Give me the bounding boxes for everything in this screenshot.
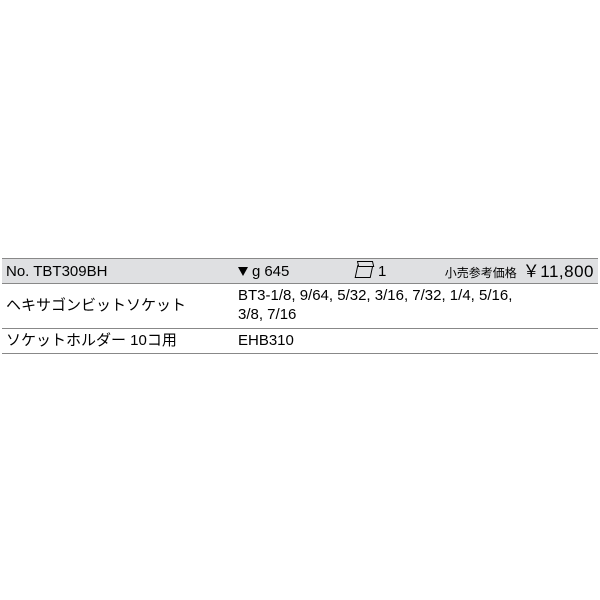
table-row: ヘキサゴンビットソケット BT3-1/8, 9/64, 5/32, 3/16, … (2, 283, 598, 328)
row-label: ソケットホルダー 10コ用 (2, 330, 234, 351)
spec-table: No. TBT309BH g 645 1 小売参考価格 ￥11,800 ヘキサゴ… (2, 258, 598, 354)
box-qty: 1 (378, 264, 386, 279)
header-row: No. TBT309BH g 645 1 小売参考価格 ￥11,800 (2, 258, 598, 283)
header-price: 小売参考価格 ￥11,800 (440, 260, 598, 283)
header-no: No. TBT309BH (2, 261, 234, 282)
row-value: EHB310 (234, 330, 598, 351)
price-value: ￥11,800 (523, 263, 594, 280)
header-weight: g 645 (234, 261, 352, 282)
table-row: ソケットホルダー 10コ用 EHB310 (2, 328, 598, 354)
row-value: BT3-1/8, 9/64, 5/32, 3/16, 7/32, 1/4, 5/… (234, 284, 598, 328)
weight-icon (238, 267, 248, 276)
row-label: ヘキサゴンビットソケット (2, 295, 234, 316)
weight-unit: g (252, 264, 260, 279)
box-icon (355, 265, 374, 278)
no-label: No. (6, 263, 29, 280)
product-no: TBT309BH (33, 263, 107, 280)
header-box: 1 (352, 261, 440, 282)
price-label: 小売参考価格 (445, 267, 517, 279)
weight-value: 645 (264, 264, 289, 279)
